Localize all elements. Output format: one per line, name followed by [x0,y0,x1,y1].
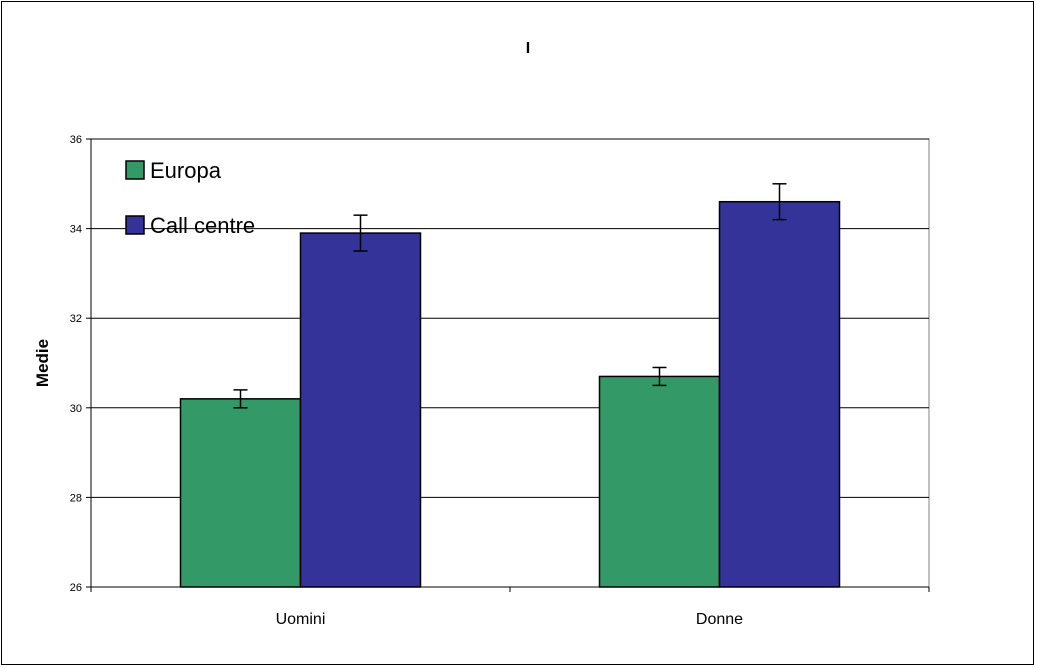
y-tick-label: 28 [70,492,82,504]
y-tick-label: 34 [70,224,82,236]
legend-swatch [125,160,145,180]
y-tick-label: 26 [70,582,82,594]
bar [299,232,422,588]
x-tick-label: Uomini [276,611,326,628]
bar [179,398,302,588]
chart-title: I [526,40,530,57]
y-axis-label: Medie [33,339,52,387]
plot-area: 26 28 30 32 34 36 Uomini Donne Europa Call centre [70,134,930,628]
bar [598,375,721,588]
y-tick-label: 30 [70,403,82,415]
legend-swatch [125,215,145,235]
legend-label: Europa [150,158,222,183]
y-tick-label: 36 [70,134,82,146]
x-tick-label: Donne [696,611,743,628]
bar [718,200,841,588]
legend-label: Call centre [150,213,255,238]
y-tick-label: 32 [70,313,82,325]
